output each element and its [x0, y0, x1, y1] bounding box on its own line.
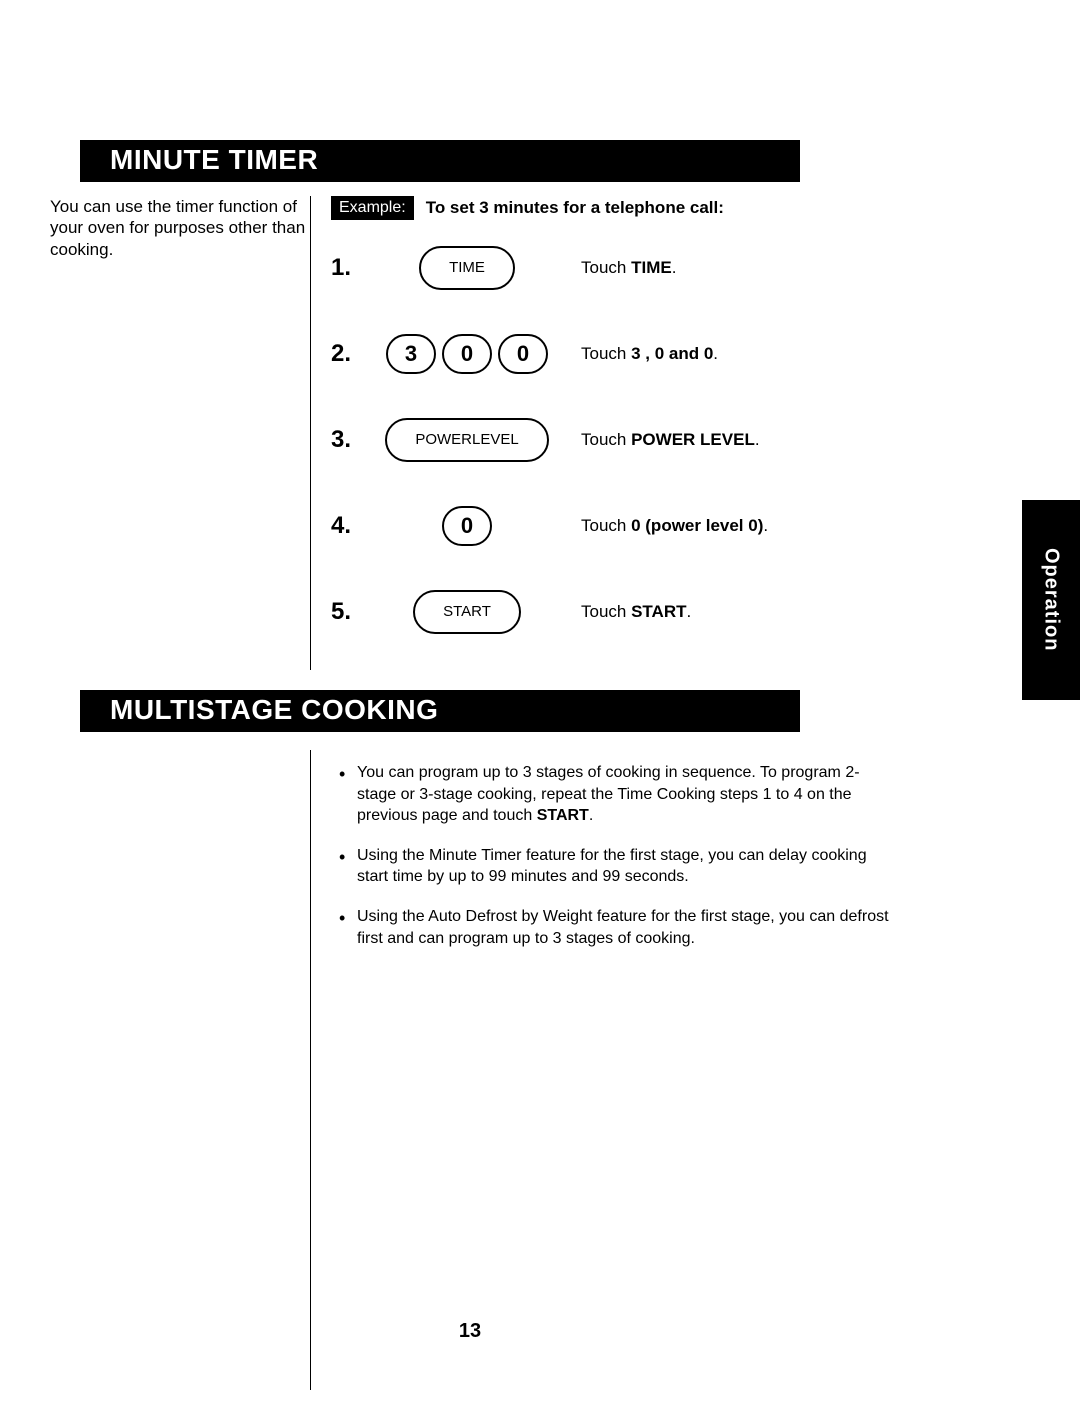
bullet-item: You can program up to 3 stages of cookin… — [339, 762, 890, 827]
step-number: 3. — [331, 426, 367, 454]
step-row: 2.300Touch 3 , 0 and 0. — [331, 326, 890, 382]
page-number: 13 — [50, 1320, 890, 1343]
keypad-button: 0 — [442, 334, 492, 374]
step-buttons: 300 — [367, 334, 567, 374]
bullet-item: Using the Minute Timer feature for the f… — [339, 845, 890, 888]
step-number: 4. — [331, 512, 367, 540]
step-row: 4. 0 Touch 0 (power level 0). — [331, 498, 890, 554]
minute-timer-body: You can use the timer function of your o… — [50, 196, 890, 670]
step-number: 1. — [331, 254, 367, 282]
step-buttons: 0 — [367, 506, 567, 546]
multistage-heading: MULTISTAGE COOKING — [80, 690, 800, 732]
keypad-button: POWERLEVEL — [385, 418, 548, 463]
keypad-button: TIME — [419, 246, 515, 291]
step-number: 5. — [331, 598, 367, 626]
multistage-spacer — [50, 750, 310, 1390]
multistage-content: You can program up to 3 stages of cookin… — [310, 750, 890, 1390]
example-block: Example: To set 3 minutes for a telephon… — [310, 196, 890, 670]
multistage-body: You can program up to 3 stages of cookin… — [50, 750, 890, 1390]
bullet-item: Using the Auto Defrost by Weight feature… — [339, 906, 890, 949]
keypad-button: 3 — [386, 334, 436, 374]
minute-timer-heading: MINUTE TIMER — [80, 140, 800, 182]
side-tab-label: Operation — [1040, 548, 1063, 651]
step-description: Touch 0 (power level 0). — [567, 516, 890, 536]
step-description: Touch TIME. — [567, 258, 890, 278]
step-description: Touch 3 , 0 and 0. — [567, 344, 890, 364]
page-content: MINUTE TIMER You can use the timer funct… — [50, 140, 890, 1390]
step-description: Touch START. — [567, 602, 890, 622]
step-row: 3. POWERLEVEL Touch POWER LEVEL. — [331, 412, 890, 468]
example-badge: Example: — [331, 196, 414, 220]
step-buttons: TIME — [367, 246, 567, 291]
example-title: To set 3 minutes for a telephone call: — [426, 198, 724, 218]
side-tab-operation: Operation — [1022, 500, 1080, 700]
step-buttons: POWERLEVEL — [367, 418, 567, 463]
step-row: 1. TIME Touch TIME. — [331, 240, 890, 296]
keypad-button: 0 — [442, 506, 492, 546]
step-row: 5. START Touch START. — [331, 584, 890, 640]
intro-text: You can use the timer function of your o… — [50, 196, 310, 670]
step-buttons: START — [367, 590, 567, 635]
bullet-list: You can program up to 3 stages of cookin… — [339, 762, 890, 949]
steps-list: 1.TIMETouch TIME.2.300Touch 3 , 0 and 0.… — [331, 240, 890, 640]
example-header: Example: To set 3 minutes for a telephon… — [331, 196, 890, 220]
step-description: Touch POWER LEVEL. — [567, 430, 890, 450]
keypad-button: START — [413, 590, 521, 635]
keypad-button: 0 — [498, 334, 548, 374]
step-number: 2. — [331, 340, 367, 368]
